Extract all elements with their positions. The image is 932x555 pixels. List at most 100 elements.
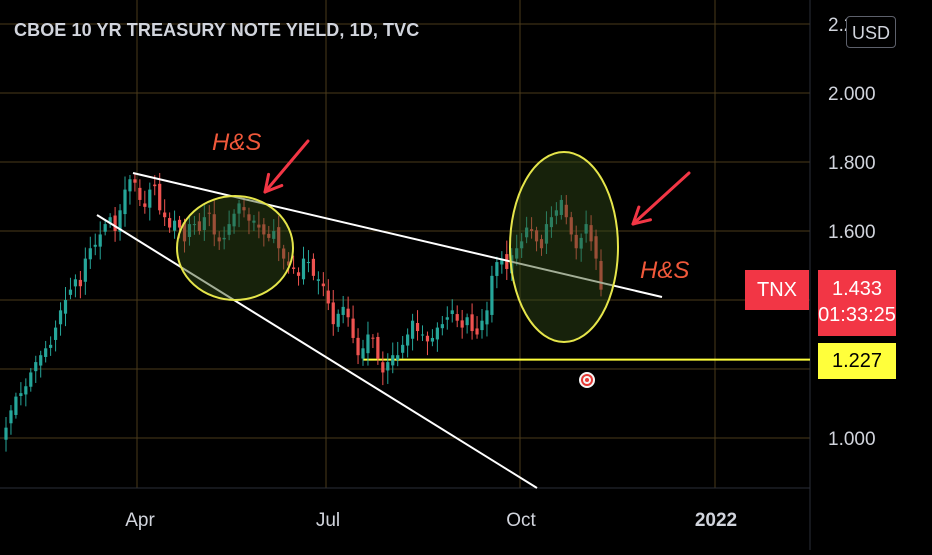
candle — [19, 382, 23, 406]
candle — [465, 313, 469, 334]
x-tick-label: Apr — [125, 510, 155, 531]
candle — [113, 207, 117, 242]
lower-trendline — [96, 214, 538, 489]
candle — [549, 206, 554, 238]
candle — [58, 302, 63, 336]
candle — [212, 200, 216, 247]
candle — [272, 219, 276, 244]
candle — [316, 271, 320, 295]
candle — [485, 301, 489, 337]
candle — [222, 226, 226, 250]
candle — [187, 215, 192, 246]
candle — [420, 325, 425, 342]
currency-button[interactable]: USD — [846, 16, 896, 48]
candle — [371, 334, 375, 349]
candle — [579, 233, 583, 262]
drawings: H&S H&S — [96, 129, 691, 489]
left-pattern-ellipse — [176, 195, 294, 301]
candle — [415, 310, 420, 341]
y-tick-label: 1.000 — [828, 429, 876, 450]
candle — [83, 247, 87, 295]
grid — [0, 0, 811, 550]
candle — [163, 199, 167, 226]
candle — [564, 195, 568, 225]
bar-countdown: 01:33:25 — [818, 304, 896, 326]
candle — [148, 182, 152, 221]
candle — [366, 321, 370, 366]
y-tick-label: 1.600 — [828, 222, 876, 243]
candle — [425, 331, 430, 356]
candle — [346, 296, 350, 327]
candle — [460, 309, 464, 339]
left-arrow — [263, 139, 310, 194]
candle — [257, 211, 261, 239]
candle — [282, 244, 286, 270]
candle — [168, 212, 172, 233]
candle — [39, 350, 43, 378]
candle — [237, 199, 241, 228]
candle — [138, 179, 142, 207]
candle — [182, 218, 187, 253]
candle — [49, 336, 53, 356]
candle — [544, 211, 549, 255]
candle — [594, 229, 598, 270]
candle — [475, 316, 479, 339]
candle — [361, 339, 365, 366]
candle — [133, 174, 137, 192]
candle — [525, 216, 529, 244]
candle — [232, 209, 236, 234]
candle — [381, 351, 385, 386]
candle — [406, 328, 410, 358]
candle — [321, 272, 325, 297]
candle — [599, 249, 603, 297]
left-pattern-label: H&S — [212, 129, 261, 156]
candle — [311, 253, 316, 281]
candle — [455, 305, 459, 328]
candle — [341, 295, 345, 324]
candle — [98, 221, 102, 260]
candle — [247, 207, 251, 235]
candle — [14, 392, 18, 419]
candle — [520, 233, 524, 258]
candle — [559, 195, 563, 220]
candle — [356, 328, 360, 365]
candle — [267, 225, 271, 242]
candle — [143, 190, 147, 214]
candle — [306, 250, 311, 273]
candle — [128, 174, 132, 205]
candle — [301, 246, 306, 285]
candle — [539, 234, 544, 256]
x-tick-label: 2022 — [695, 510, 737, 531]
level-price-tag: 1.227 — [818, 343, 896, 379]
right-arrow — [631, 171, 691, 226]
candle — [534, 226, 539, 252]
candle — [326, 279, 330, 311]
candle — [53, 320, 58, 352]
candle — [515, 234, 519, 266]
candle — [44, 340, 48, 363]
candle — [410, 313, 415, 351]
candle — [351, 305, 355, 344]
candle — [29, 368, 33, 392]
candle — [296, 267, 301, 286]
candle — [73, 274, 78, 298]
last-price-value: 1.433 — [831, 278, 883, 300]
candle — [584, 210, 588, 243]
candle — [440, 316, 444, 336]
candle — [495, 256, 499, 289]
candle — [217, 231, 221, 250]
candle — [172, 210, 177, 239]
candle — [108, 213, 112, 228]
candle — [63, 286, 68, 327]
candle — [391, 342, 395, 374]
candle — [103, 219, 107, 236]
candle — [401, 335, 405, 359]
candle — [4, 417, 8, 452]
candle — [336, 309, 340, 332]
candle — [207, 205, 211, 227]
candle — [262, 218, 266, 247]
candle — [9, 405, 13, 435]
candle — [435, 322, 439, 352]
